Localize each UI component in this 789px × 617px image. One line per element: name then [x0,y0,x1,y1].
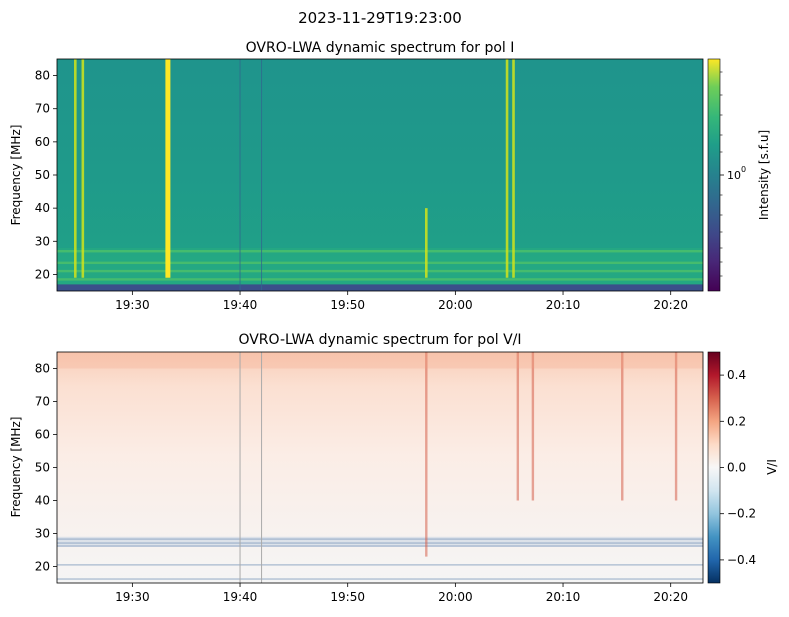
noise-row [57,538,703,540]
panel-1-y-tick-label: 40 [35,201,50,215]
panel-2-y-tick-label: 60 [35,428,50,442]
panel-1-x-tick-label: 20:20 [653,298,688,312]
panel-2-y-tick-label: 80 [35,362,50,376]
panel-2-x-tick-label: 20:10 [546,590,581,604]
panel-2-y-tick-label: 30 [35,527,50,541]
figure-suptitle: 2023-11-29T19:23:00 [298,9,462,27]
top-fringe [57,352,703,369]
panel-1-x-tick-label: 20:00 [438,298,473,312]
lower-band-region [57,247,703,285]
colorbar-1-tick-base: 10 [727,169,741,182]
burst-streak [81,59,85,278]
panel-1-x-tick-label: 19:30 [115,298,150,312]
panel-2-y-tick-label: 20 [35,560,50,574]
bright-band [57,261,703,265]
bright-band [57,278,703,281]
panel-2-title: OVRO-LWA dynamic spectrum for pol V/I [238,332,521,348]
dark-band [57,284,703,291]
polarized-streak [621,352,624,501]
polarized-streak [425,352,428,557]
bright-band [57,250,703,253]
polarized-streak [674,352,678,501]
colorbar-2-label: V/I [765,459,779,475]
colorbar-v-over-i: 0.4 0.2 0.0 −0.2 −0.4 V/I [707,351,779,584]
colorbar-2-tick-label: −0.4 [727,553,756,567]
burst-streak [505,59,509,278]
burst-streak [165,59,171,278]
noise-row [57,545,703,547]
panel-1-heatmap [57,59,703,291]
noise-row [57,542,703,544]
panel-1-x-tick-label: 19:40 [223,298,258,312]
noise-row [57,578,703,580]
colorbar-intensity: 10 0 Intensity [s.f.u] [707,58,771,292]
panel-1-ylabel: Frequency [MHz] [9,125,23,226]
panel-2-x-tick-label: 19:40 [223,590,258,604]
panel-2-x-tick-label: 20:00 [438,590,473,604]
panel-stokes-v-over-i: OVRO-LWA dynamic spectrum for pol V/I 19… [9,332,779,604]
panel-2-y-tick-label: 40 [35,494,50,508]
panel-2-y-tick-label: 50 [35,461,50,475]
colorbar-1-label: Intensity [s.f.u] [757,130,771,220]
panel-1-y-tick-label: 60 [35,135,50,149]
panel-stokes-i: OVRO-LWA dynamic spectrum for pol I 19:3… [9,40,771,312]
polarized-streak [531,352,535,501]
burst-streak [424,208,428,278]
bright-band [57,269,703,273]
colorbar-2-tick-label: 0.4 [727,368,746,382]
panel-2-heatmap [57,352,703,583]
panel-1-y-tick-label: 20 [35,267,50,281]
panel-2-x-tick-label: 20:20 [653,590,688,604]
polarized-streak [516,352,520,501]
noisy-band [57,536,703,547]
burst-streak [512,59,515,278]
panel-1-y-tick-label: 30 [35,234,50,248]
panel-2-ylabel: Frequency [MHz] [9,417,23,518]
panel-1-y-tick-label: 80 [35,69,50,83]
panel-1-x-tick-label: 19:50 [330,298,365,312]
burst-streak [74,59,77,278]
colorbar-1-tick-exponent: 0 [741,165,746,174]
colorbar-2-tick-label: −0.2 [727,507,756,521]
panel-1-title: OVRO-LWA dynamic spectrum for pol I [246,40,515,56]
panel-1-y-tick-label: 50 [35,168,50,182]
colorbar-2-tick-label: 0.2 [727,414,746,428]
panel-2-y-tick-label: 70 [35,395,50,409]
panel-1-x-tick-label: 20:10 [546,298,581,312]
colorbar-2-tick-label: 0.0 [727,461,746,475]
noise-row [57,564,703,566]
panel-2-x-tick-label: 19:30 [115,590,150,604]
panel-1-y-tick-label: 70 [35,102,50,116]
panel-2-x-tick-label: 19:50 [330,590,365,604]
